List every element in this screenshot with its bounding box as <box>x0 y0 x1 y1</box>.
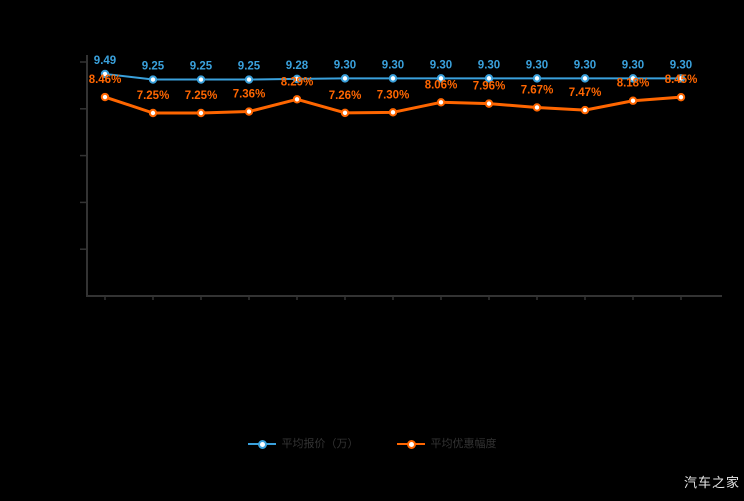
data-point-label: 9.30 <box>334 59 356 71</box>
data-point-label: 8.45% <box>665 74 698 86</box>
data-point-marker[interactable] <box>148 75 158 84</box>
data-point-label: 7.47% <box>569 87 602 99</box>
data-point-label: 7.30% <box>377 89 410 101</box>
line-marker-icon <box>396 439 425 449</box>
data-point-marker[interactable] <box>628 96 638 105</box>
data-point-marker[interactable] <box>484 74 494 83</box>
data-point-marker[interactable] <box>532 74 542 83</box>
data-point-label: 8.18% <box>617 78 650 90</box>
data-point-label: 9.49 <box>94 55 116 67</box>
legend-item-series-1[interactable]: 平均报价（万） <box>247 438 359 450</box>
data-point-label: 9.25 <box>238 61 261 73</box>
data-point-marker[interactable] <box>676 92 686 102</box>
data-point-marker[interactable] <box>532 103 542 112</box>
data-point-label: 9.30 <box>622 59 644 71</box>
data-point-marker[interactable] <box>580 74 590 83</box>
data-point-marker[interactable] <box>100 92 110 102</box>
data-point-label: 9.30 <box>526 59 548 71</box>
data-point-marker[interactable] <box>484 99 494 108</box>
data-point-label: 9.28 <box>286 60 309 72</box>
data-point-marker[interactable] <box>388 74 398 83</box>
data-point-label: 9.30 <box>478 59 500 71</box>
data-point-label: 7.25% <box>137 90 170 102</box>
data-point-marker[interactable] <box>436 74 446 83</box>
data-point-marker[interactable] <box>628 74 638 83</box>
data-point-marker[interactable] <box>292 74 302 84</box>
data-point-label: 8.29% <box>281 76 314 88</box>
legend-item-series-2[interactable]: 平均优惠幅度 <box>396 438 497 450</box>
data-point-marker[interactable] <box>340 74 350 83</box>
legend-label-series-1: 平均报价（万） <box>281 438 359 450</box>
data-point-label: 9.30 <box>382 59 404 71</box>
data-point-label: 9.25 <box>190 61 213 73</box>
data-point-marker[interactable] <box>100 69 110 79</box>
chart-legend: 平均报价（万） 平均优惠幅度 <box>0 438 744 450</box>
data-point-label: 7.67% <box>521 84 554 96</box>
data-point-marker[interactable] <box>244 107 254 116</box>
data-point-marker[interactable] <box>292 95 302 104</box>
data-point-marker[interactable] <box>196 108 206 118</box>
data-point-label: 9.30 <box>430 59 452 71</box>
autohome-watermark: 汽车之家 <box>683 475 740 490</box>
line-marker-icon <box>247 439 276 449</box>
data-point-label: 7.96% <box>473 81 506 93</box>
data-point-label: 8.46% <box>89 74 122 86</box>
data-point-marker[interactable] <box>388 108 398 117</box>
data-point-label: 9.30 <box>670 59 692 71</box>
data-point-label: 9.25 <box>142 61 165 73</box>
data-point-marker[interactable] <box>244 75 254 84</box>
data-point-label: 7.36% <box>233 89 266 101</box>
legend-label-series-2: 平均优惠幅度 <box>430 438 497 450</box>
data-point-label: 9.30 <box>574 59 596 71</box>
data-point-label: 7.25% <box>185 90 218 102</box>
data-point-marker[interactable] <box>580 105 590 115</box>
data-point-marker[interactable] <box>196 75 206 84</box>
data-point-marker[interactable] <box>676 74 686 83</box>
data-point-marker[interactable] <box>148 108 158 118</box>
data-point-label: 7.26% <box>329 90 362 102</box>
data-point-marker[interactable] <box>340 108 350 118</box>
data-point-marker[interactable] <box>436 98 446 107</box>
data-point-label: 8.06% <box>425 79 458 91</box>
